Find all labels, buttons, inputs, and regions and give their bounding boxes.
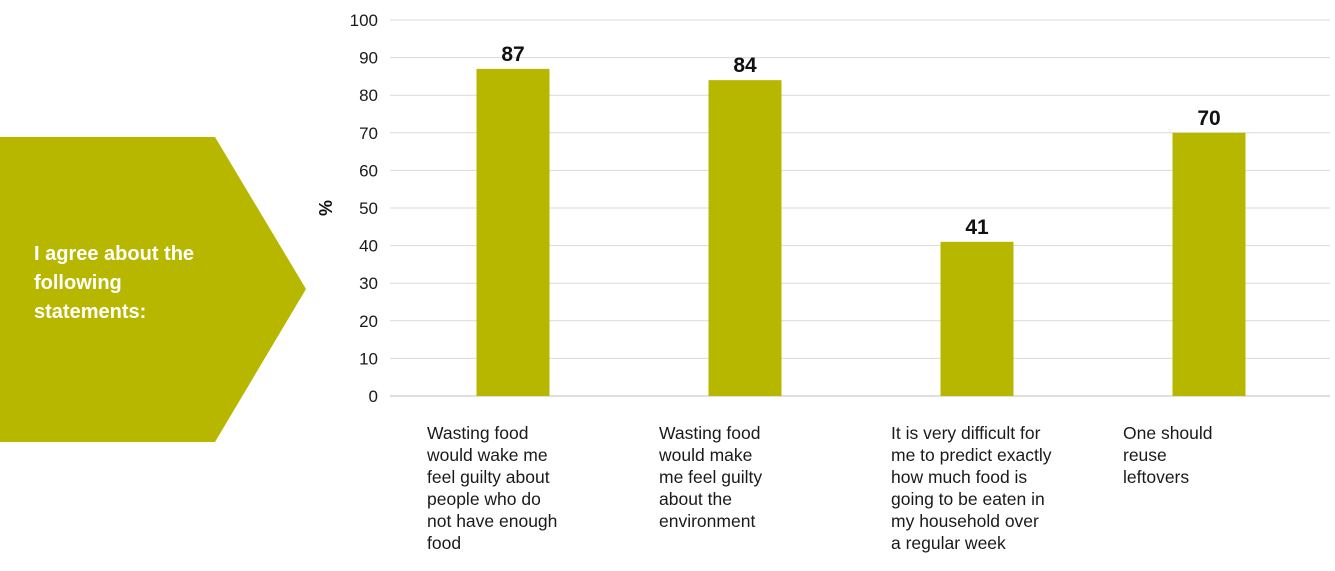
bar: [940, 241, 1014, 396]
bar: [476, 68, 550, 396]
y-tick-label: 100: [350, 11, 378, 30]
y-tick-label: 30: [359, 274, 378, 293]
x-category-label-line: not have enough: [427, 511, 558, 531]
y-tick-label: 10: [359, 349, 378, 368]
x-category-label-line: my household over: [891, 511, 1039, 531]
y-tick-label: 50: [359, 199, 378, 218]
x-category-label-line: It is very difficult for: [891, 423, 1041, 443]
y-tick-label: 40: [359, 237, 378, 256]
y-tick-label: 70: [359, 124, 378, 143]
x-category-label-line: how much food is: [891, 467, 1028, 487]
x-category-label-line: Wasting food: [659, 423, 761, 443]
data-label: 41: [965, 216, 989, 239]
x-category-label: It is very difficult for me to predict ex…: [891, 422, 1051, 554]
x-category-label-line: Wasting food: [427, 423, 529, 443]
x-category-label-line: food: [427, 533, 462, 553]
x-category-label: One should reuse leftovers: [1123, 422, 1213, 488]
x-category-label: Wasting food would make me feel guilty abou…: [659, 422, 762, 532]
y-tick-label: 90: [359, 49, 378, 68]
y-tick-label: 80: [359, 86, 378, 105]
y-tick-label: 60: [359, 161, 378, 180]
x-category-label-line: environment: [659, 511, 756, 531]
x-category-label-line: feel guilty about: [427, 467, 550, 487]
x-category-label-line: would wake me: [427, 445, 548, 465]
y-axis-title: %: [316, 200, 336, 216]
data-label: 70: [1197, 107, 1220, 130]
callout-arrow-shape: [0, 137, 306, 442]
data-labels: 87 84 41 70: [501, 43, 1220, 239]
callout-banner: [0, 137, 306, 442]
y-axis-ticks: 0 10 20 30 40 50 60 70 80 90 100: [350, 11, 378, 406]
x-category-label-line: One should: [1123, 423, 1213, 443]
x-category-label-line: me feel guilty: [659, 467, 763, 487]
bar: [1172, 132, 1246, 397]
callout-text: I agree about the following statements:: [34, 243, 195, 323]
data-label: 87: [501, 43, 524, 66]
x-category-label-line: would make: [659, 445, 753, 465]
y-tick-label: 20: [359, 312, 378, 331]
x-category-label-line: going to be eaten in: [891, 489, 1045, 509]
x-category-label-line: leftovers: [1123, 467, 1190, 487]
x-category-label-line: reuse: [1123, 445, 1167, 465]
bar: [708, 80, 782, 396]
x-category-label: Wasting food would wake me feel guilty abo…: [427, 422, 557, 554]
x-category-label-line: a regular week: [891, 533, 1006, 553]
x-category-label-line: me to predict exactly: [891, 445, 1052, 465]
y-tick-label: 0: [369, 387, 378, 406]
data-label: 84: [733, 54, 757, 77]
bars: [476, 68, 1246, 397]
x-category-label-line: about the: [659, 489, 732, 509]
x-category-label-line: people who do: [427, 489, 541, 509]
